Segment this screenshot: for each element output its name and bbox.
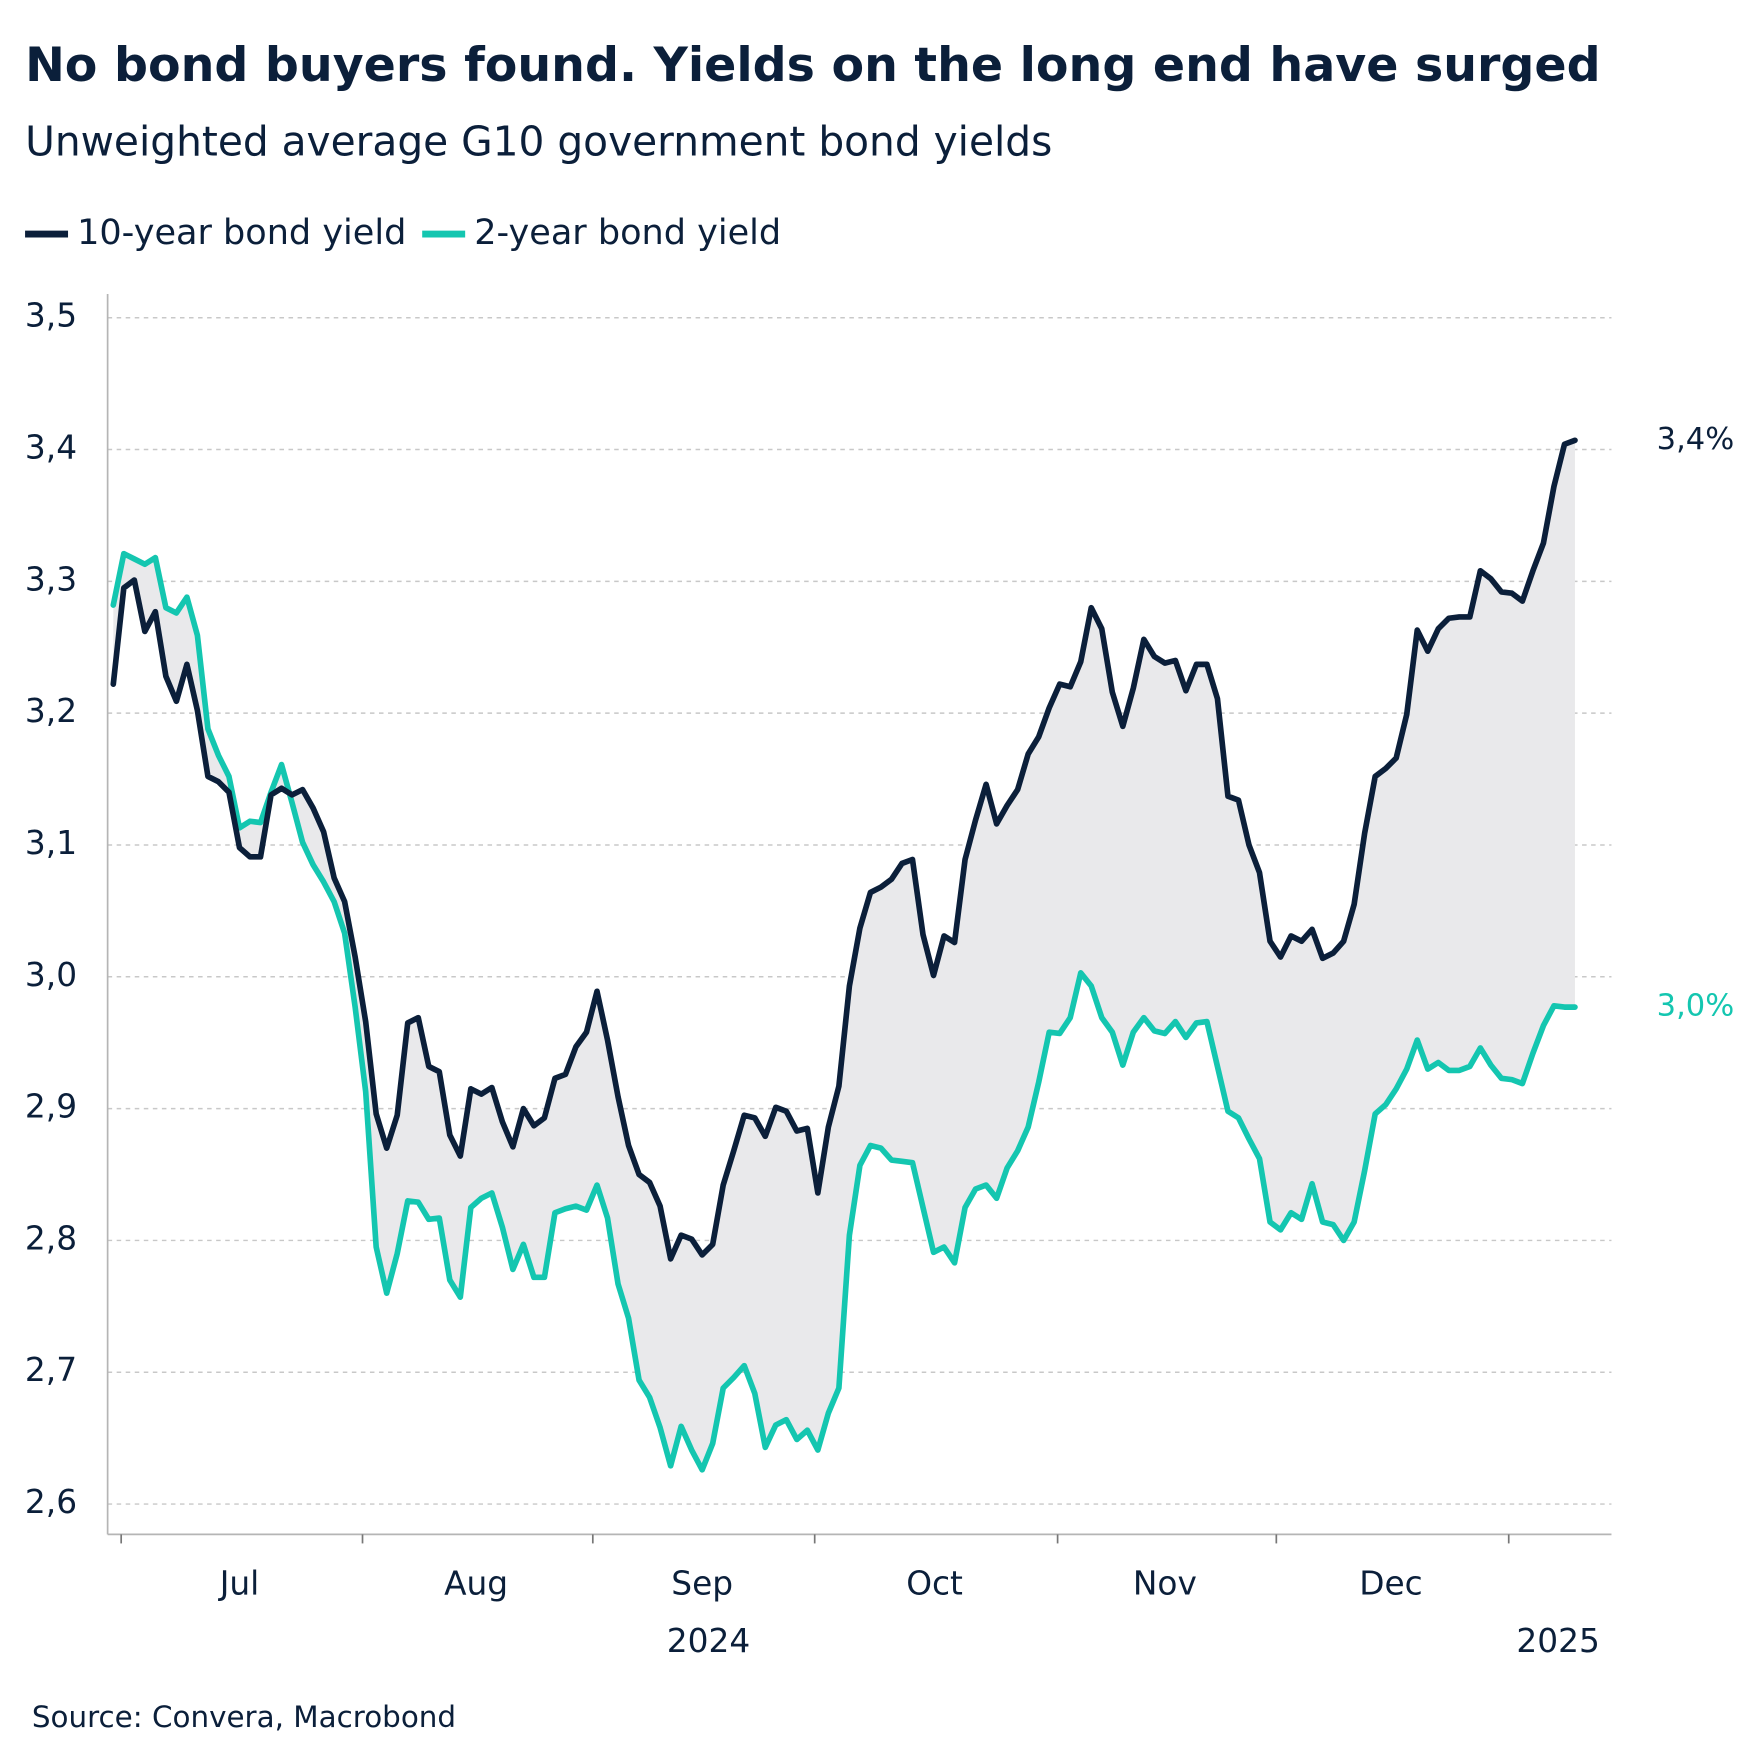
legend-label: 10-year bond yield: [77, 212, 406, 253]
y-tick-label: 3,3: [25, 560, 77, 598]
y-tick-label: 3,0: [25, 956, 77, 994]
end-value-label: 3,4%: [1657, 422, 1735, 457]
series-line: [110, 550, 1578, 1473]
x-tick-label: Oct: [906, 1564, 963, 1602]
chart-title: No bond buyers found. Yields on the long…: [25, 38, 1601, 93]
x-year-label: 2025: [1516, 1622, 1599, 1660]
x-tick-label: Sep: [671, 1564, 733, 1602]
y-tick-label: 2,9: [25, 1088, 77, 1126]
x-tick-label: Dec: [1359, 1564, 1422, 1602]
y-tick-label: 2,8: [25, 1219, 77, 1257]
y-tick-label: 3,1: [25, 824, 77, 862]
x-tick-label: Aug: [444, 1564, 508, 1602]
y-tick-label: 2,7: [25, 1351, 77, 1389]
y-tick-label: 3,4: [25, 429, 77, 467]
y-tick-label: 2,6: [25, 1483, 77, 1521]
y-tick-label: 3,2: [25, 692, 77, 730]
y-tick-label: 3,5: [25, 297, 77, 335]
spread-area: [113, 440, 1575, 1470]
x-tick-label: Nov: [1133, 1564, 1197, 1602]
end-value-label: 3,0%: [1657, 989, 1735, 1024]
x-tick-label: Jul: [218, 1564, 260, 1602]
x-year-label: 2024: [667, 1622, 750, 1660]
series-line: [110, 437, 1578, 1262]
chart-subtitle: Unweighted average G10 government bond y…: [25, 118, 1052, 166]
source-note: Source: Convera, Macrobond: [32, 1700, 456, 1734]
legend-label: 2-year bond yield: [474, 212, 781, 253]
